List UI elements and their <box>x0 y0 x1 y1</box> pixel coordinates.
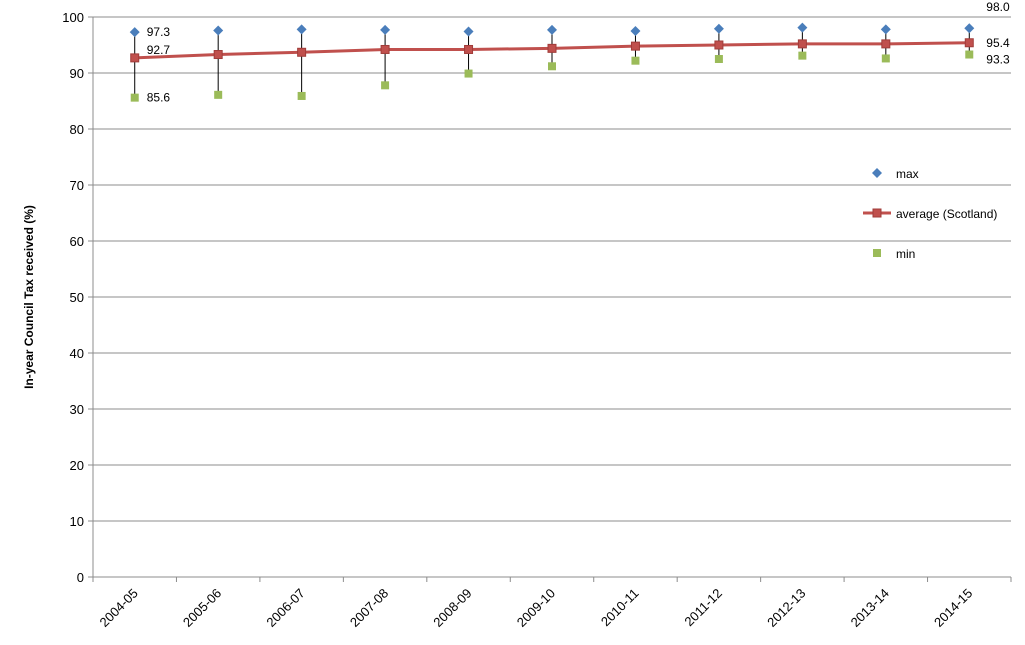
max-point <box>547 24 557 35</box>
y-tick-label: 10 <box>70 514 84 529</box>
min-point <box>714 55 723 63</box>
y-axis-label: In-year Council Tax received (%) <box>22 205 36 389</box>
min-point <box>464 69 473 78</box>
data-labels: 97.3 92.7 85.6 98.0 95.4 93.3 <box>147 0 1010 104</box>
max-point <box>213 25 224 36</box>
legend-label-min: min <box>896 247 915 261</box>
x-tick-label: 2013-14 <box>848 586 892 630</box>
average-point <box>547 43 557 53</box>
data-label: 92.7 <box>147 43 171 57</box>
y-tick-label: 50 <box>70 290 84 305</box>
min-point <box>381 81 390 90</box>
x-tick-label: 2009-10 <box>514 586 558 630</box>
data-label: 98.0 <box>986 0 1010 14</box>
average-point <box>464 44 474 54</box>
x-tick-label: 2007-08 <box>347 586 391 630</box>
max-point <box>713 23 724 34</box>
x-tick-label: 2014-15 <box>931 586 975 630</box>
max-point <box>797 22 808 33</box>
max-point <box>296 24 307 35</box>
y-axis-ticks: 0 10 20 30 40 50 60 70 80 90 100 <box>62 10 93 585</box>
min-point <box>548 62 556 71</box>
y-tick-label: 0 <box>77 570 84 585</box>
y-tick-label: 100 <box>62 10 84 25</box>
legend-label-max: max <box>896 167 919 181</box>
max-point <box>880 24 891 35</box>
average-point <box>297 47 307 57</box>
legend-marker-average <box>872 208 882 218</box>
y-tick-label: 80 <box>70 122 84 137</box>
legend-label-average: average (Scotland) <box>896 207 997 221</box>
max-point <box>380 24 391 35</box>
average-point <box>881 39 891 49</box>
y-tick-label: 90 <box>70 66 84 81</box>
min-point <box>130 93 139 102</box>
x-tick-label: 2005-06 <box>180 586 224 630</box>
data-label: 97.3 <box>147 25 171 39</box>
average-point <box>714 40 724 50</box>
min-point <box>214 90 223 99</box>
min-point <box>297 91 306 100</box>
average-point <box>380 44 390 54</box>
max-point <box>630 26 641 36</box>
max-point <box>129 27 140 38</box>
x-tick-label: 2008-09 <box>430 586 474 630</box>
gridlines <box>93 16 1011 522</box>
legend: max average (Scotland) min <box>863 167 997 261</box>
min-point <box>631 56 640 65</box>
data-label: 93.3 <box>986 53 1010 67</box>
min-point <box>881 54 890 63</box>
x-tick-label: 2010-11 <box>598 586 642 630</box>
x-tick-label: 2006-07 <box>263 586 307 630</box>
data-label: 95.4 <box>986 36 1010 50</box>
average-point <box>213 50 223 60</box>
data-label: 85.6 <box>147 91 171 105</box>
min-point <box>965 50 974 59</box>
max-point <box>463 26 474 37</box>
legend-marker-max <box>872 168 882 178</box>
average-point <box>130 53 140 63</box>
average-point <box>797 39 807 49</box>
min-point <box>798 51 807 60</box>
y-tick-label: 40 <box>70 346 84 361</box>
y-tick-label: 30 <box>70 402 84 417</box>
average-point <box>630 41 640 51</box>
average-point <box>964 38 974 48</box>
x-axis-ticks: 2004-05 2005-06 2006-07 2007-08 2008-09 2009-… <box>92 577 1012 630</box>
x-tick-label: 2011-12 <box>681 586 725 630</box>
x-tick-label: 2012-13 <box>764 586 808 630</box>
y-tick-label: 60 <box>70 234 84 249</box>
legend-marker-min <box>873 249 881 257</box>
x-tick-label: 2004-05 <box>96 586 140 630</box>
y-tick-label: 20 <box>70 458 84 473</box>
series <box>129 22 975 102</box>
max-point <box>964 23 975 34</box>
y-tick-label: 70 <box>70 178 84 193</box>
